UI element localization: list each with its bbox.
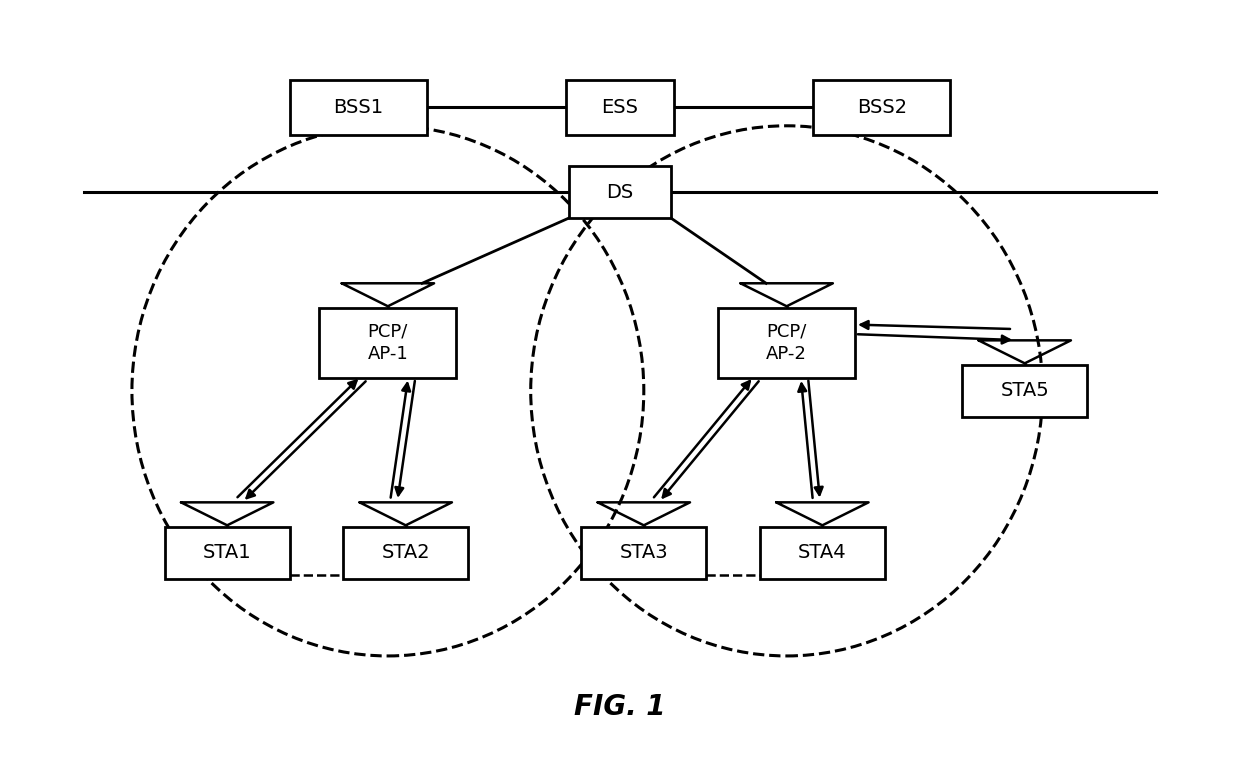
Text: STA3: STA3 bbox=[620, 543, 668, 562]
Text: ESS: ESS bbox=[601, 98, 639, 117]
FancyBboxPatch shape bbox=[569, 166, 671, 218]
FancyBboxPatch shape bbox=[962, 365, 1087, 416]
Text: STA5: STA5 bbox=[1001, 381, 1049, 400]
Text: DS: DS bbox=[606, 183, 634, 202]
Text: BSS1: BSS1 bbox=[334, 98, 383, 117]
FancyBboxPatch shape bbox=[343, 527, 469, 578]
FancyBboxPatch shape bbox=[718, 308, 856, 378]
Text: STA2: STA2 bbox=[382, 543, 430, 562]
FancyBboxPatch shape bbox=[320, 308, 456, 378]
FancyBboxPatch shape bbox=[813, 80, 950, 135]
FancyBboxPatch shape bbox=[582, 527, 707, 578]
Text: STA1: STA1 bbox=[203, 543, 252, 562]
Text: FIG. 1: FIG. 1 bbox=[574, 693, 666, 722]
Text: PCP/
AP-2: PCP/ AP-2 bbox=[766, 323, 807, 363]
Text: STA4: STA4 bbox=[799, 543, 847, 562]
Text: PCP/
AP-1: PCP/ AP-1 bbox=[367, 323, 408, 363]
FancyBboxPatch shape bbox=[567, 80, 673, 135]
FancyBboxPatch shape bbox=[165, 527, 290, 578]
Text: BSS2: BSS2 bbox=[857, 98, 906, 117]
FancyBboxPatch shape bbox=[290, 80, 427, 135]
FancyBboxPatch shape bbox=[760, 527, 885, 578]
